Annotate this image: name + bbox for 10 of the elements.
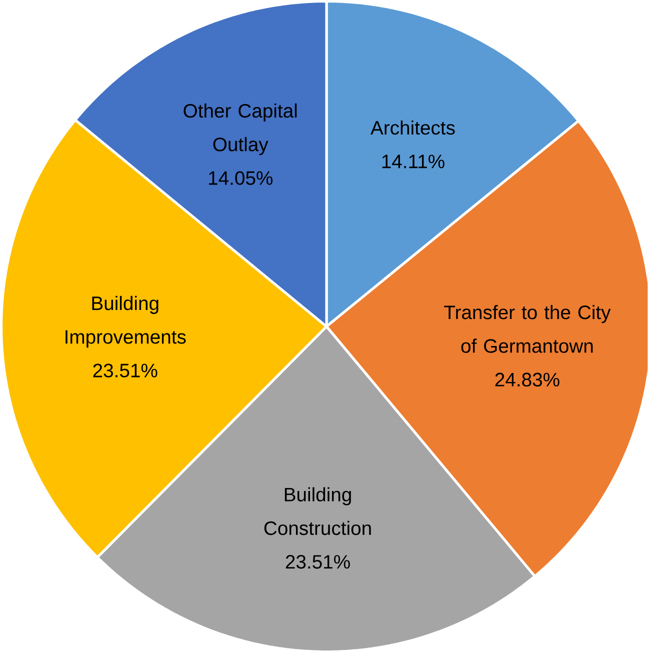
slice-label: Transfer to the City of Germantown — [444, 305, 611, 353]
data-label: 14.11% — [382, 154, 445, 168]
data-label: 23.51% — [286, 554, 350, 569]
slice-label: Other Capital Outlay — [184, 103, 297, 156]
data-label: 23.51% — [93, 364, 158, 378]
data-label: 14.05% — [209, 171, 273, 185]
slice-label: Building Improvements — [66, 296, 186, 348]
slice-label: Building Construction — [264, 487, 372, 536]
data-label: 24.83% — [496, 372, 560, 386]
slice-label: Architects — [370, 120, 455, 135]
